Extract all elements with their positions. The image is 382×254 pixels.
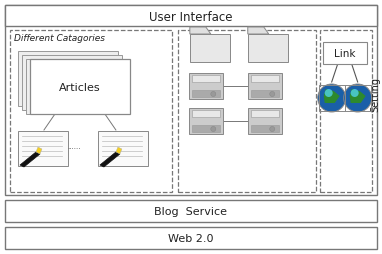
Polygon shape <box>116 147 122 154</box>
Bar <box>251 125 279 133</box>
Bar <box>248 108 282 134</box>
Bar <box>192 125 220 133</box>
Bar <box>190 35 230 63</box>
Bar <box>5 6 377 27</box>
Polygon shape <box>36 147 42 154</box>
Bar <box>345 86 371 112</box>
Polygon shape <box>100 152 120 167</box>
Polygon shape <box>248 28 269 35</box>
Circle shape <box>270 127 275 132</box>
Text: Articles: Articles <box>59 83 101 93</box>
Bar <box>251 91 279 98</box>
Bar <box>320 31 372 192</box>
Bar <box>26 60 126 115</box>
Bar <box>319 86 345 112</box>
Bar <box>192 110 220 118</box>
Text: Setting: Setting <box>371 77 380 112</box>
Circle shape <box>325 90 333 98</box>
Bar <box>251 110 279 118</box>
Bar <box>251 76 279 83</box>
Bar <box>18 132 68 166</box>
Circle shape <box>344 85 372 113</box>
Bar <box>22 56 122 110</box>
Bar <box>30 60 130 115</box>
Bar <box>189 108 223 134</box>
Bar <box>192 76 220 83</box>
Bar <box>192 91 220 98</box>
Bar <box>189 74 223 100</box>
Bar <box>5 227 377 249</box>
Bar <box>98 132 148 166</box>
Text: Folder: Folder <box>196 54 224 63</box>
Circle shape <box>318 85 346 113</box>
Circle shape <box>270 92 275 97</box>
Text: ......: ...... <box>67 144 81 149</box>
Polygon shape <box>324 90 340 104</box>
Text: Link: Link <box>334 49 355 59</box>
Bar <box>248 35 288 63</box>
Bar <box>323 43 367 65</box>
Bar <box>178 31 316 192</box>
Circle shape <box>211 127 216 132</box>
Bar <box>5 6 377 195</box>
Bar <box>18 52 118 107</box>
Text: User Interface: User Interface <box>149 10 233 23</box>
Circle shape <box>211 92 216 97</box>
Text: Web 2.0: Web 2.0 <box>168 233 214 243</box>
Bar <box>248 74 282 100</box>
Text: Different Catagories: Different Catagories <box>15 33 105 42</box>
Polygon shape <box>350 90 366 104</box>
Text: Blog  Service: Blog Service <box>154 206 227 216</box>
Circle shape <box>351 90 359 98</box>
Bar <box>10 31 172 192</box>
Text: Folder: Folder <box>254 54 282 63</box>
Bar <box>5 200 377 222</box>
Polygon shape <box>20 152 40 167</box>
Polygon shape <box>190 28 211 35</box>
